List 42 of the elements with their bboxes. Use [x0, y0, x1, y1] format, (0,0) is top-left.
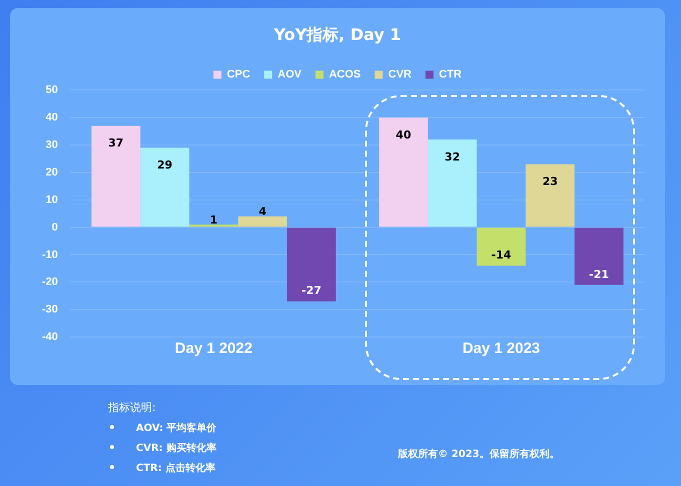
bar: [379, 118, 428, 227]
data-label: -27: [302, 284, 322, 298]
legend-label: AOV: [278, 68, 302, 81]
bar: [574, 228, 624, 285]
x-tick-label: Day 1 2023: [462, 340, 540, 358]
y-tick-label: 40: [46, 112, 58, 124]
x-tick-label: Day 1 2022: [174, 340, 252, 358]
text: 指标说明:: [108, 400, 157, 415]
data-label: 4: [258, 205, 267, 218]
y-tick-label: -30: [42, 304, 58, 316]
bar: [428, 140, 477, 227]
data-label: 1: [210, 213, 218, 226]
y-tick-label: 0: [52, 221, 58, 234]
y-tick-label: -20: [42, 276, 58, 288]
chart-title: YoY指标, Day 1: [272, 24, 402, 44]
data-label: -21: [589, 268, 609, 281]
bar: [140, 148, 190, 227]
data-label: 37: [108, 136, 124, 150]
data-label: 23: [542, 175, 558, 188]
data-label: 32: [444, 150, 460, 164]
y-tick-label: 30: [46, 139, 58, 152]
bar: [476, 228, 526, 266]
bar: [91, 126, 140, 227]
y-tick-label: 20: [46, 166, 58, 178]
y-tick-label: -40: [42, 331, 58, 344]
bar: [526, 164, 575, 227]
bar: [287, 228, 336, 302]
bar: [238, 216, 287, 227]
legend-label: ACOS: [328, 68, 361, 81]
text: AOV: 平均客单价: [135, 421, 217, 435]
data-label: 29: [157, 158, 172, 172]
legend-label: CPC: [226, 68, 250, 81]
y-tick-label: -10: [42, 248, 58, 261]
data-label: -14: [491, 248, 512, 262]
y-tick-label: 50: [46, 84, 58, 96]
y-tick-label: 10: [46, 194, 58, 206]
text: CTR: 点击转化率: [135, 461, 216, 475]
legend-label: CTR: [438, 68, 462, 81]
text: CVR: 购买转化率: [135, 441, 217, 455]
data-label: 40: [396, 128, 412, 142]
text: 版权所有© 2023。保留所有权利。: [398, 448, 560, 461]
legend-label: CVR: [388, 68, 412, 81]
